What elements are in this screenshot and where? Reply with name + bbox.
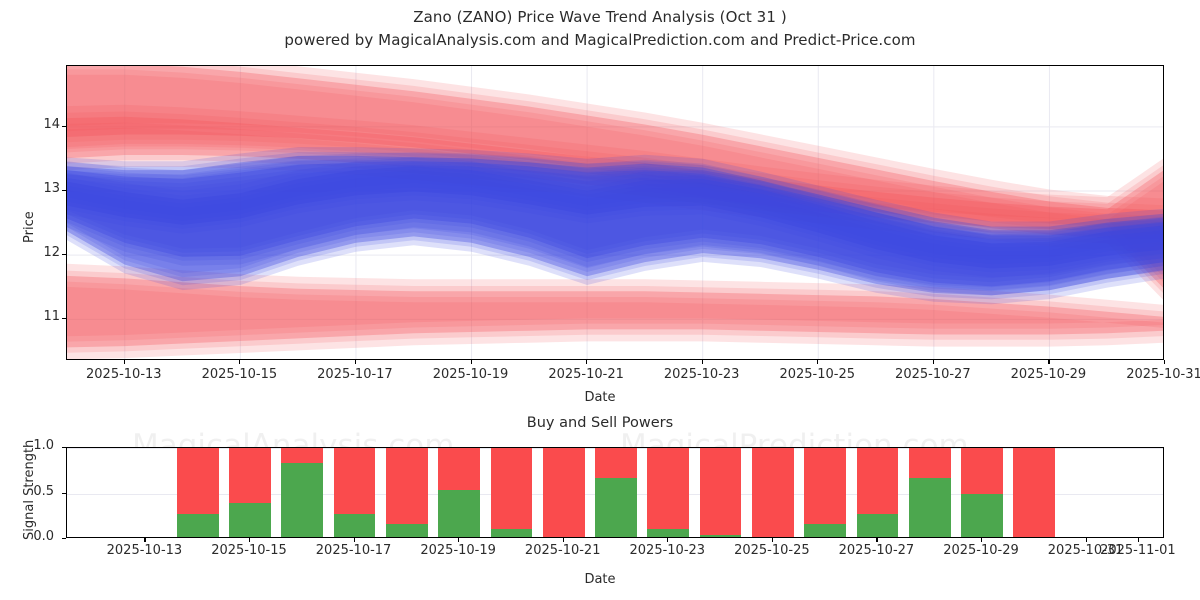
signal-y-axis-title: Signal Strength [22, 439, 37, 540]
price-x-tick-label: 2025-10-23 [663, 367, 740, 382]
buy-power-bar[interactable] [961, 493, 1003, 537]
signal-x-tick-mark [1085, 538, 1087, 542]
price-x-tick-label: 2025-10-31 [1126, 367, 1200, 382]
signal-x-tick-label: 2025-10-27 [838, 543, 915, 558]
price-x-tick-label: 2025-10-21 [548, 367, 624, 382]
price-bands-svg [67, 66, 1163, 359]
signal-x-tick-label: 2025-10-19 [420, 543, 496, 558]
price-y-tick-mark [62, 190, 66, 192]
price-x-tick-mark [470, 360, 472, 364]
sell-power-bar[interactable] [908, 448, 951, 479]
buy-power-bar[interactable] [856, 513, 899, 537]
signal-x-tick-mark [144, 538, 146, 542]
sell-power-bar[interactable] [333, 448, 376, 514]
price-x-tick-mark [932, 360, 934, 364]
signal-x-tick-label: 2025-11-01 [1100, 543, 1176, 558]
signal-x-tick-label: 2025-10-13 [106, 543, 183, 558]
signal-x-tick-label: 2025-10-23 [629, 543, 706, 558]
sell-power-bar[interactable] [961, 448, 1003, 494]
signal-x-tick-label: 2025-10-21 [524, 543, 601, 558]
buy-power-bar[interactable] [229, 502, 271, 537]
signal-x-tick-mark [981, 538, 983, 542]
buy-power-bar[interactable] [490, 528, 533, 537]
buy-power-bar[interactable] [333, 513, 376, 537]
price-x-tick-mark [1048, 360, 1050, 364]
buy-power-bar[interactable] [385, 523, 428, 537]
price-y-axis-title: Price [22, 211, 37, 243]
price-x-tick-mark [1164, 360, 1166, 364]
buy-power-bar[interactable] [595, 478, 637, 537]
price-y-tick-mark [62, 125, 66, 128]
signal-y-tick-label: 0.5 [33, 483, 54, 499]
sell-power-bar[interactable] [490, 448, 533, 529]
buy-power-bar[interactable] [699, 535, 742, 537]
price-x-axis-title: Date [584, 390, 616, 405]
signal-x-tick-mark [562, 538, 564, 542]
sell-power-bar[interactable] [176, 448, 219, 514]
price-x-tick-label: 2025-10-17 [317, 367, 393, 382]
signal-x-tick-mark [771, 538, 773, 542]
price-x-tick-mark [701, 360, 703, 364]
signal-x-tick-mark [876, 538, 878, 542]
price-x-tick-mark [817, 360, 819, 364]
price-x-tick-label: 2025-10-19 [432, 367, 509, 382]
signal-y-tick-mark [62, 492, 66, 494]
sell-power-bar[interactable] [647, 448, 690, 529]
price-x-tick-label: 2025-10-25 [779, 367, 856, 382]
sell-power-bar[interactable] [751, 448, 794, 537]
sell-power-bar[interactable] [804, 448, 847, 524]
signal-chart-plot-area [66, 447, 1164, 538]
price-y-tick-mark [62, 254, 66, 256]
signal-x-tick-label: 2025-10-17 [315, 543, 392, 558]
buy-power-bar[interactable] [908, 478, 951, 537]
signal-x-tick-mark [667, 538, 669, 542]
signal-x-tick-mark [458, 538, 460, 542]
buy-power-bar[interactable] [647, 528, 690, 537]
price-y-tick-label: 12 [43, 245, 60, 261]
sell-power-bar[interactable] [1013, 448, 1056, 537]
signal-x-tick-mark [353, 538, 355, 542]
sell-power-bar[interactable] [438, 448, 481, 490]
sell-power-bar[interactable] [595, 448, 637, 479]
price-x-tick-label: 2025-10-29 [1010, 367, 1087, 382]
signal-x-tick-label: 2025-10-31 [1047, 543, 1124, 558]
signal-x-axis-title: Date [584, 572, 616, 587]
sell-power-bar[interactable] [856, 448, 899, 514]
page-subtitle: powered by MagicalAnalysis.com and Magic… [284, 31, 916, 49]
signal-y-tick-mark [62, 538, 66, 540]
page-title: Zano (ZANO) Price Wave Trend Analysis (O… [413, 8, 787, 26]
signal-y-tick-label: 0.0 [33, 529, 54, 544]
price-y-tick-label: 14 [43, 116, 60, 132]
price-y-tick-label: 13 [43, 181, 60, 197]
signal-x-tick-mark [1137, 538, 1139, 542]
price-x-tick-mark [239, 360, 241, 364]
buy-power-bar[interactable] [438, 489, 481, 537]
price-x-tick-label: 2025-10-15 [201, 367, 278, 382]
signal-x-tick-label: 2025-10-29 [943, 543, 1019, 558]
buy-power-bar[interactable] [176, 513, 219, 537]
price-x-tick-label: 2025-10-27 [895, 367, 971, 382]
price-y-tick-label: 11 [43, 309, 60, 325]
signal-y-tick-label: 1.0 [33, 438, 54, 453]
price-chart-plot-area [66, 65, 1164, 360]
sell-power-bar[interactable] [699, 448, 742, 536]
sell-power-bar[interactable] [229, 448, 271, 503]
buy-power-bar[interactable] [281, 463, 324, 537]
sell-power-bar[interactable] [385, 448, 428, 524]
sell-power-bar[interactable] [281, 448, 324, 464]
signal-x-tick-label: 2025-10-15 [211, 543, 287, 558]
signal-x-tick-label: 2025-10-25 [734, 543, 810, 558]
price-x-tick-label: 2025-10-13 [86, 367, 162, 382]
price-x-tick-mark [123, 360, 125, 364]
sell-power-bar[interactable] [542, 448, 585, 537]
signal-panel-title: Buy and Sell Powers [526, 415, 674, 431]
buy-power-bar[interactable] [804, 523, 847, 537]
signal-x-tick-mark [249, 538, 251, 542]
price-x-tick-mark [586, 360, 588, 364]
price-x-tick-mark [354, 360, 357, 364]
signal-y-tick-mark [62, 447, 66, 449]
price-y-tick-mark [62, 318, 66, 320]
